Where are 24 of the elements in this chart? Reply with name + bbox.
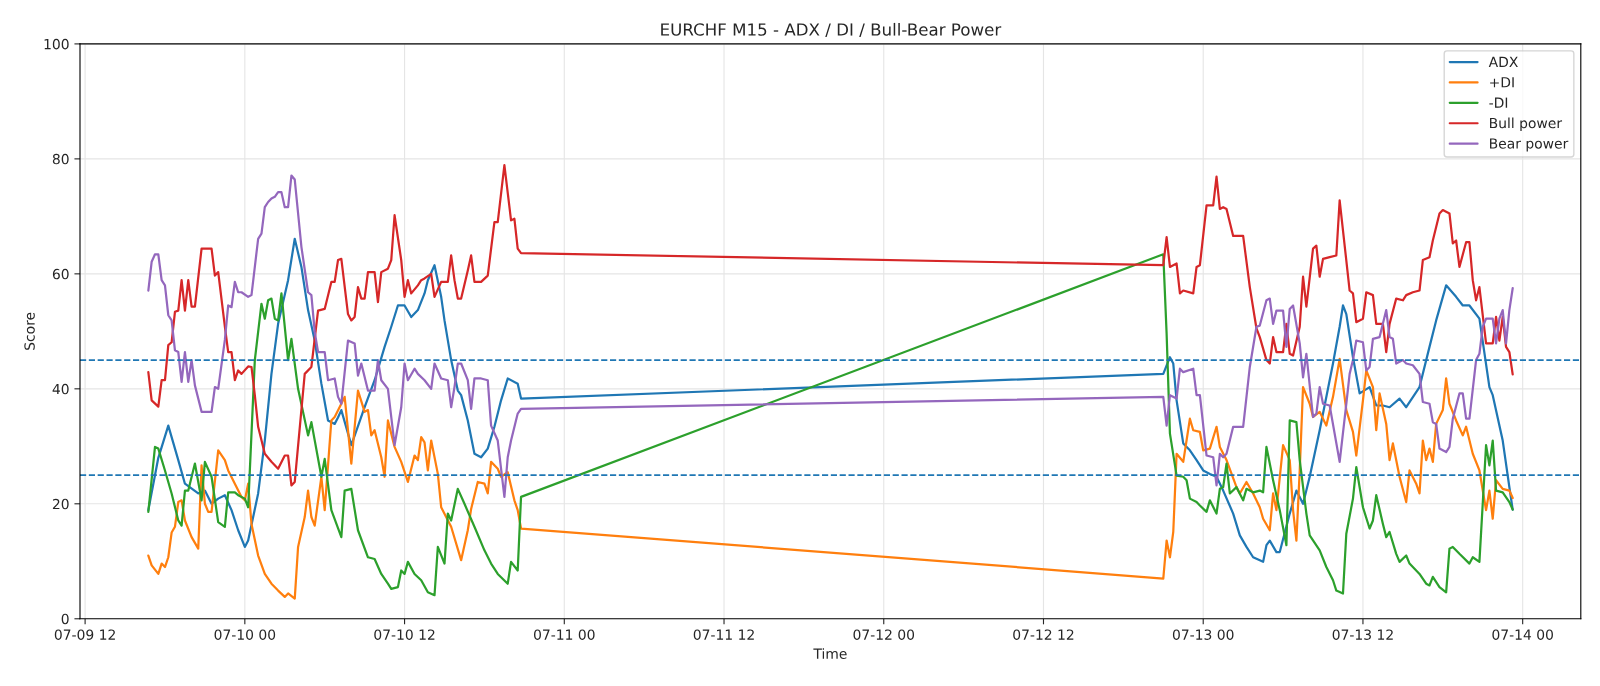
x-tick-label: 07-09 12 xyxy=(54,629,115,640)
x-axis-title: Time xyxy=(813,648,847,659)
x-tick-label: 07-12 12 xyxy=(1013,629,1074,640)
y-tick-label: 0 xyxy=(61,613,69,625)
x-tick-label: 07-11 12 xyxy=(693,629,754,640)
x-tick-label: 07-10 00 xyxy=(214,629,276,640)
legend-label: ADX xyxy=(1488,56,1518,67)
x-tick-label: 07-14 00 xyxy=(1492,629,1553,640)
legend-label: -DI xyxy=(1489,97,1508,108)
y-tick-label: 100 xyxy=(44,38,69,50)
legend-label: +DI xyxy=(1490,77,1514,88)
legend-label: Bull power xyxy=(1490,117,1563,131)
y-tick-label: 80 xyxy=(52,153,69,165)
legend-label: Bear power xyxy=(1490,138,1569,152)
y-tick-label: 20 xyxy=(52,498,69,510)
x-tick-label: 07-13 00 xyxy=(1172,629,1234,640)
chart-title: EURCHF M15 - ADX / DI / Bull-Bear Power xyxy=(661,22,1002,38)
y-tick-label: 40 xyxy=(52,383,69,395)
x-tick-label: 07-11 00 xyxy=(533,629,595,640)
x-tick-label: 07-13 12 xyxy=(1332,629,1393,640)
x-tick-label: 07-12 00 xyxy=(853,629,915,640)
y-tick-label: 60 xyxy=(52,268,69,280)
y-axis-title: Score xyxy=(24,312,35,350)
x-tick-label: 07-10 12 xyxy=(374,629,435,640)
